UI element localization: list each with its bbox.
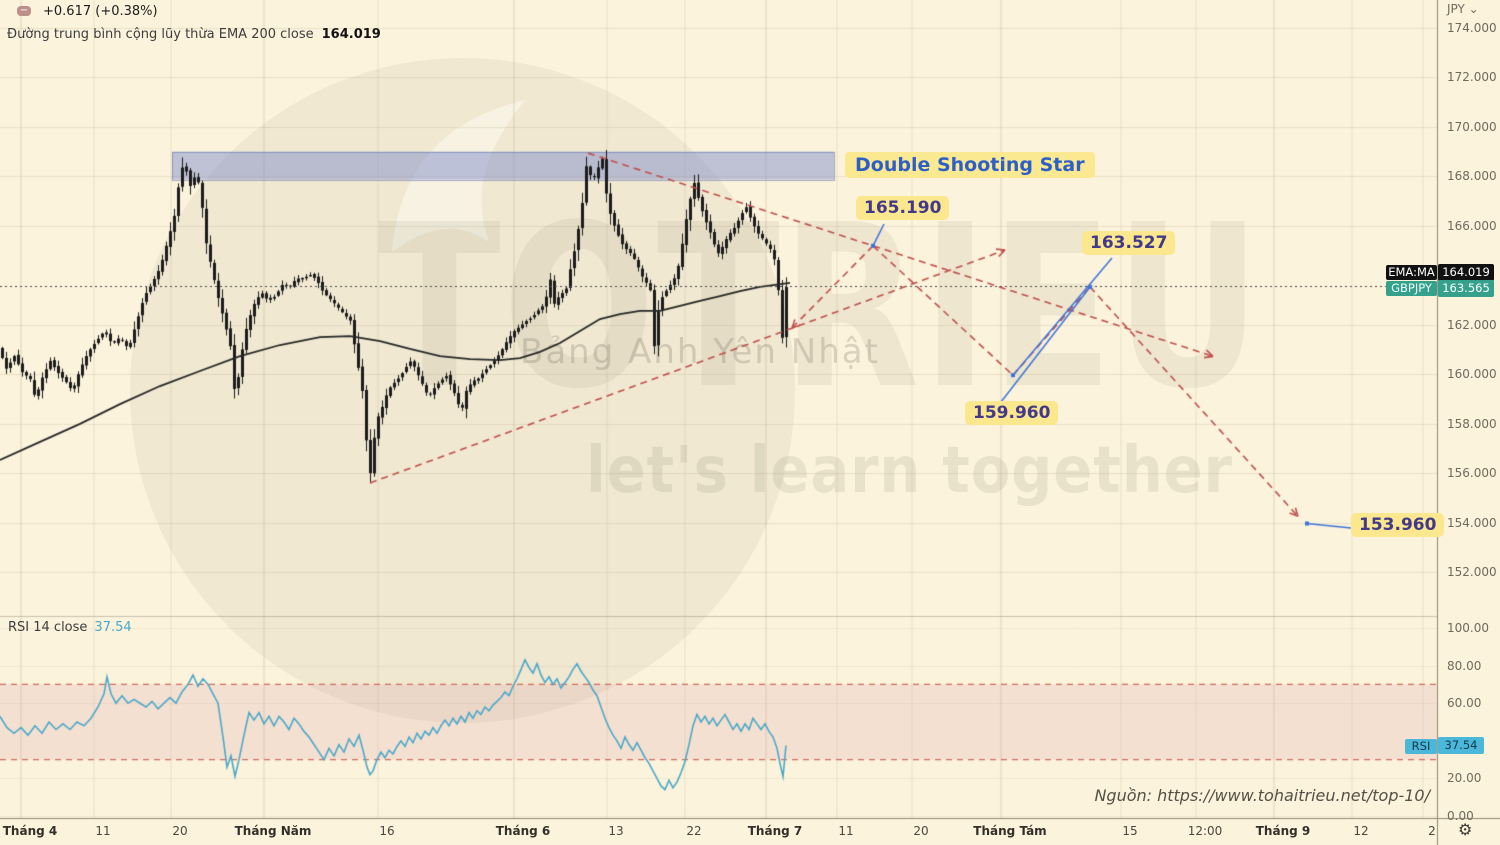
price-tick-label: 156.000: [1447, 466, 1497, 481]
rsi-badge-value: 37.54: [1438, 737, 1484, 754]
time-tick-label: 11: [95, 824, 111, 838]
rsi-tick-label: 60.00: [1447, 696, 1482, 711]
ema-badge-value: 164.019: [1438, 264, 1494, 281]
time-tick-label: 16: [379, 824, 395, 838]
symbol-badge-value: 163.565: [1438, 280, 1494, 297]
price-tick-label: 162.000: [1447, 317, 1497, 332]
price-tick-label: 174.000: [1447, 21, 1497, 35]
time-tick-label: 20: [913, 824, 929, 838]
symbol-badge-label: GBPJPY: [1386, 281, 1437, 296]
time-tick-label: 20: [172, 824, 188, 838]
price-tick-label: 172.000: [1447, 70, 1497, 85]
ema-badge-label: EMA:MA: [1386, 265, 1437, 280]
time-tick-label: Tháng Năm: [234, 824, 312, 838]
source-note: Nguồn: https://www.tohaitrieu.net/top-10…: [1094, 786, 1430, 805]
target-price-label[interactable]: 159.960: [965, 401, 1059, 425]
time-tick-label: 2: [1428, 824, 1436, 838]
rsi-tick-label: 20.00: [1447, 771, 1482, 786]
time-tick-label: Tháng 4: [2, 824, 58, 838]
rsi-indicator-value: 37.54: [94, 620, 132, 635]
rsi-tick-label: 80.00: [1447, 658, 1482, 673]
ema-indicator-name: Đường trung bình cộng lũy thừa EMA 200 c…: [7, 27, 314, 42]
price-tick-label: 154.000: [1447, 515, 1497, 530]
time-tick-label: 12: [1353, 824, 1369, 838]
price-tick-label: 152.000: [1447, 565, 1497, 579]
time-tick-label: Tháng 9: [1255, 824, 1311, 838]
time-tick-label: Tháng 6: [495, 824, 551, 838]
price-tick-label: 168.000: [1447, 169, 1497, 184]
ema-indicator-legend[interactable]: Đường trung bình cộng lũy thừa EMA 200 c…: [7, 27, 381, 42]
time-tick-label: 12:00: [1187, 824, 1223, 838]
target-price-label[interactable]: 163.527: [1082, 231, 1176, 255]
target-price-label[interactable]: 153.960: [1351, 513, 1445, 537]
price-tick-label: 158.000: [1447, 416, 1497, 431]
rsi-tick-label: 100.00: [1447, 621, 1489, 635]
rsi-indicator-legend[interactable]: RSI 14 close 37.54: [8, 620, 132, 635]
rsi-indicator-name: RSI 14 close: [8, 620, 88, 635]
target-price-label[interactable]: 165.190: [856, 196, 950, 220]
time-tick-label: Tháng Tám: [973, 824, 1047, 838]
collapse-legend-icon[interactable]: −: [17, 6, 31, 16]
price-tick-label: 160.000: [1447, 367, 1497, 382]
time-tick-label: 13: [608, 824, 624, 838]
price-tick-label: 170.000: [1447, 119, 1497, 134]
price-change-text: +0.617 (+0.38%): [43, 4, 158, 19]
currency-dropdown[interactable]: JPY ⌄: [1447, 2, 1479, 16]
rsi-badge-label: RSI: [1405, 739, 1437, 754]
ema-indicator-value: 164.019: [321, 27, 381, 42]
time-tick-label: Tháng 7: [747, 824, 803, 838]
time-tick-label: 11: [838, 824, 854, 838]
rsi-tick-label: 0.00: [1447, 809, 1474, 823]
gear-icon[interactable]: ⚙: [1458, 820, 1473, 839]
price-tick-label: 166.000: [1447, 218, 1497, 233]
pattern-title-label[interactable]: Double Shooting Star: [845, 152, 1095, 178]
time-tick-label: 22: [686, 824, 702, 838]
time-tick-label: 15: [1122, 824, 1138, 838]
